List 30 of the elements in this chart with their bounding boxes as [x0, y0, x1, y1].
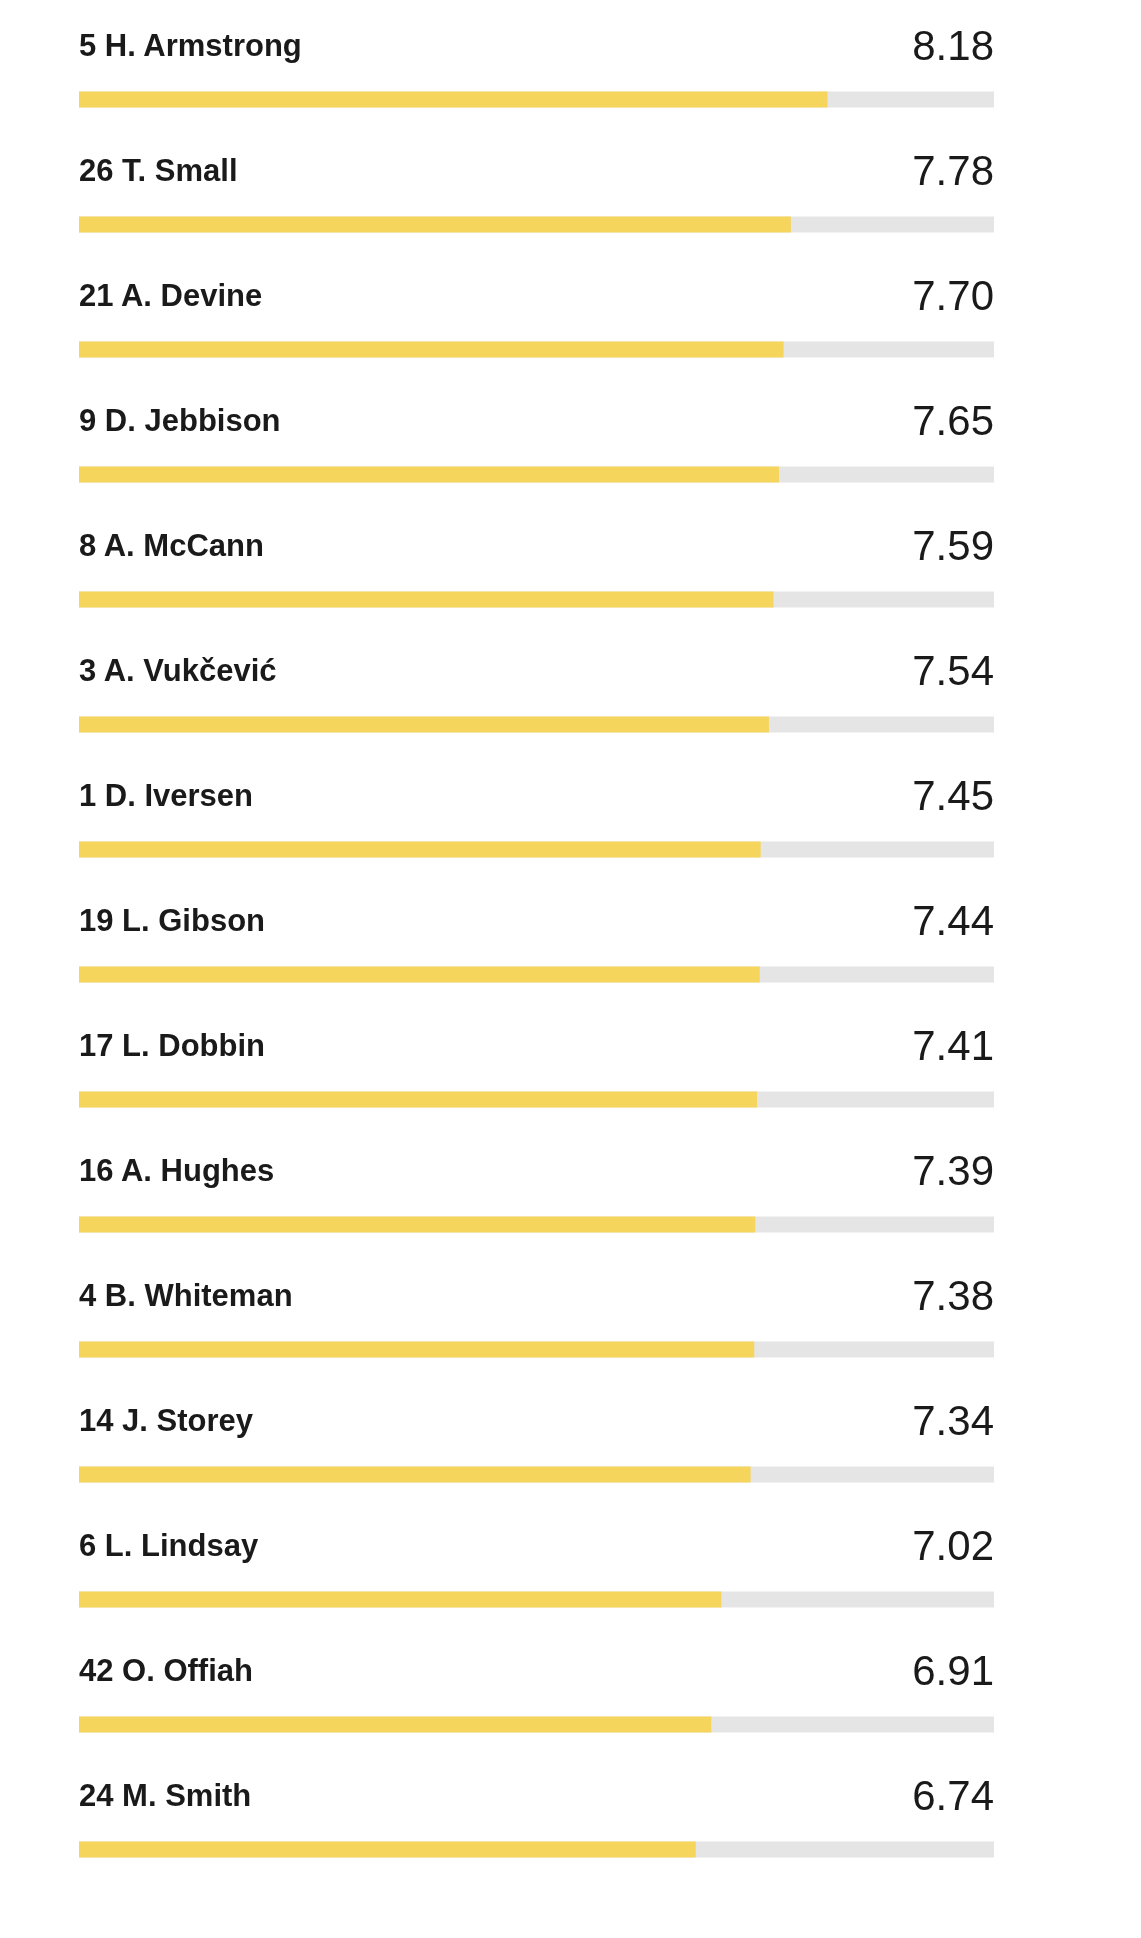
data-label: 6.74 — [912, 1771, 994, 1819]
y-tick-label: 17 L. Dobbin — [79, 1027, 265, 1063]
data-label: 8.18 — [912, 21, 994, 69]
y-tick-label: 19 L. Gibson — [79, 902, 266, 938]
data-label: 7.45 — [912, 771, 994, 819]
y-tick-label: 6 L. Lindsay — [79, 1527, 259, 1563]
data-label: 7.39 — [912, 1146, 994, 1194]
data-label: 7.41 — [912, 1021, 994, 1069]
data-label: 7.44 — [912, 896, 994, 944]
y-tick-label: 16 A. Hughes — [79, 1152, 275, 1188]
y-tick-label: 14 J. Storey — [79, 1402, 254, 1438]
data-label: 7.65 — [912, 396, 994, 444]
data-label: 7.38 — [912, 1271, 994, 1319]
data-label: 6.91 — [912, 1646, 994, 1694]
data-label: 7.34 — [912, 1396, 994, 1444]
y-tick-label: 5 H. Armstrong — [79, 27, 302, 63]
y-tick-label: 8 A. McCann — [79, 527, 264, 563]
data-label: 7.54 — [912, 646, 994, 694]
y-tick-label: 3 A. Vukčević — [79, 652, 277, 688]
data-label: 7.59 — [912, 521, 994, 569]
data-label: 7.70 — [912, 271, 994, 319]
data-label: 7.02 — [912, 1521, 994, 1569]
y-tick-label: 1 D. Iversen — [79, 777, 254, 813]
y-tick-label: 21 A. Devine — [79, 277, 263, 313]
y-tick-label: 42 O. Offiah — [79, 1652, 253, 1688]
y-tick-label: 26 T. Small — [79, 152, 238, 188]
y-tick-label: 4 B. Whiteman — [79, 1277, 293, 1313]
y-tick-label: 24 M. Smith — [79, 1777, 252, 1813]
data-label: 7.78 — [912, 146, 994, 194]
y-tick-label: 9 D. Jebbison — [79, 402, 281, 438]
